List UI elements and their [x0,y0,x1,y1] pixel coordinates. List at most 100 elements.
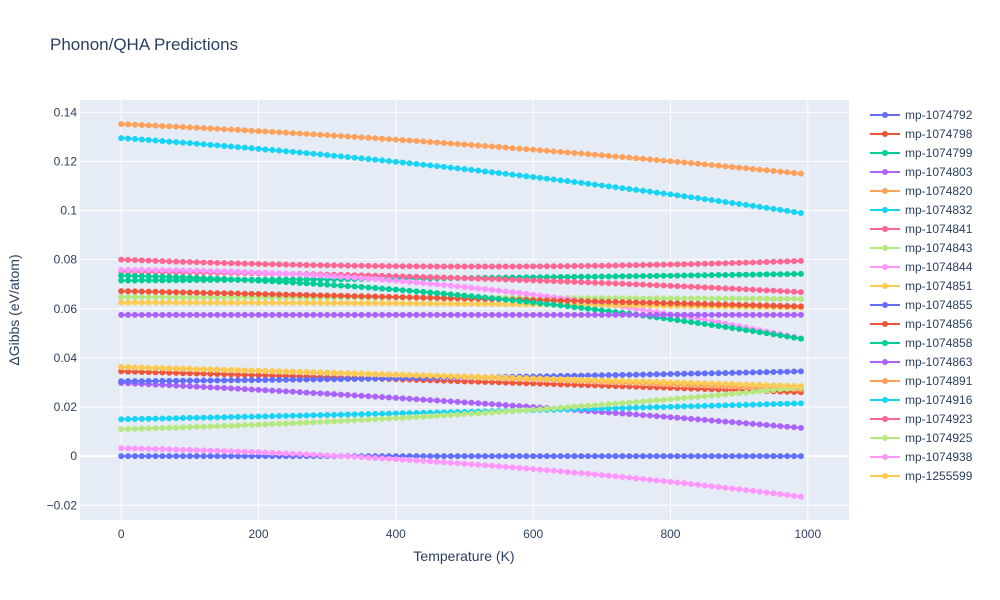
data-point [186,377,193,384]
data-point [207,259,214,266]
legend-item[interactable]: mp-1074843 [870,241,973,255]
legend-item[interactable]: mp-1074803 [870,165,973,179]
data-point [427,397,434,404]
data-point [784,382,791,389]
data-point [152,446,159,452]
data-point [344,154,351,161]
data-point [605,372,612,379]
data-point [427,300,434,307]
legend-item[interactable]: mp-1074820 [870,184,973,198]
data-point [667,396,674,403]
data-point [406,395,413,402]
data-point [585,298,592,305]
data-point [331,311,338,318]
series-line [121,447,802,498]
legend-item[interactable]: mp-1074891 [870,374,973,388]
data-point [447,164,454,171]
data-point [344,274,351,281]
data-point [722,369,729,376]
data-point [392,263,399,270]
data-point [399,294,406,301]
data-point [770,387,777,394]
data-point [763,387,770,394]
data-point [640,412,647,419]
data-point [434,290,441,297]
data-point [385,277,392,284]
data-point [365,411,372,418]
legend-item[interactable]: mp-1255599 [870,469,973,483]
data-point [440,295,447,302]
data-point [791,303,798,310]
data-point [523,146,530,153]
data-point [166,267,173,274]
data-point [749,311,756,318]
data-point [660,396,667,403]
data-point [502,408,509,415]
legend-item[interactable]: mp-1074916 [870,393,973,407]
data-point [736,381,743,388]
data-point [701,301,708,308]
data-point [475,373,482,380]
data-point [653,282,660,289]
data-point [241,260,248,267]
data-point [797,270,804,277]
legend-item[interactable]: mp-1074832 [870,203,973,217]
legend-marker [882,435,888,441]
data-point [131,416,138,423]
data-point [564,149,571,156]
data-point [379,371,386,378]
data-point [591,273,598,280]
data-point [118,368,125,375]
data-point [221,260,228,267]
legend-item[interactable]: mp-1074851 [870,279,973,293]
data-point [289,412,296,419]
data-point [179,424,186,431]
data-point [729,311,736,318]
data-point [241,367,248,374]
data-point [502,453,509,460]
legend[interactable]: mp-1074792 mp-1074798 mp-1074799 mp-1074803… [870,108,973,483]
data-point [523,173,530,180]
legend-item[interactable]: mp-1074844 [870,260,973,274]
legend-item[interactable]: mp-1074855 [870,298,973,312]
legend-item[interactable]: mp-1074799 [870,146,973,160]
legend-item[interactable]: mp-1074863 [870,355,973,369]
data-point [118,378,125,385]
legend-item[interactable]: mp-1074798 [870,127,973,141]
legend-item[interactable]: mp-1074923 [870,412,973,426]
legend-label: mp-1074851 [905,279,973,293]
data-point [200,423,207,430]
data-point [681,379,688,386]
data-point [646,281,653,288]
data-point [777,491,784,498]
legend-item[interactable]: mp-1074841 [870,222,973,236]
data-point [791,170,798,176]
data-point [131,299,138,306]
data-point [743,295,750,302]
data-point [427,458,434,465]
data-point [722,271,729,278]
data-point [337,282,344,289]
data-point [777,302,784,309]
data-point [701,161,708,168]
data-point [372,375,379,382]
data-point [282,279,289,286]
legend-item[interactable]: mp-1074938 [870,450,973,464]
data-point [241,448,248,455]
data-point [392,415,399,422]
data-point [516,374,523,381]
data-point [667,191,674,198]
legend-item[interactable]: mp-1074792 [870,108,973,122]
data-point [530,375,537,382]
legend-item[interactable]: mp-1074925 [870,431,973,445]
data-point [255,128,262,135]
data-point [537,147,544,154]
data-point [255,377,262,384]
data-point [495,379,502,386]
legend-item[interactable]: mp-1074856 [870,317,973,331]
data-point [626,399,633,406]
data-point [262,367,269,374]
data-point [743,271,750,278]
legend-item[interactable]: mp-1074858 [870,336,973,350]
data-point [564,404,571,411]
